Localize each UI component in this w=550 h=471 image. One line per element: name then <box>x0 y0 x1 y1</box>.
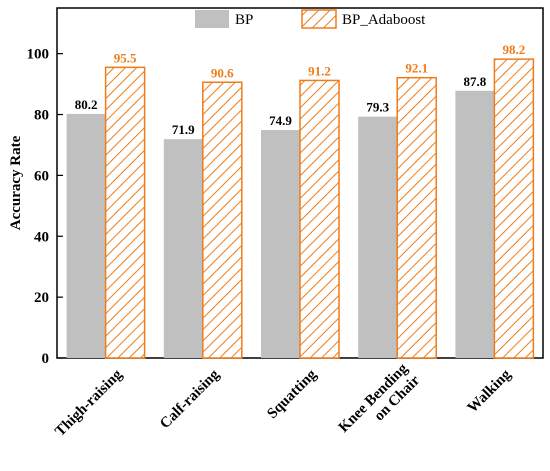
y-tick-label: 20 <box>34 290 49 306</box>
y-tick-label: 60 <box>34 168 49 184</box>
data-label: 71.9 <box>172 122 195 137</box>
data-label: 80.2 <box>75 97 98 112</box>
data-label: 95.5 <box>114 50 137 65</box>
category-label: Thigh-raising <box>52 366 126 440</box>
y-tick-label: 40 <box>34 229 49 245</box>
bar-bp-adaboost <box>493 58 535 359</box>
y-tick-label: 100 <box>27 47 50 63</box>
data-label: 79.3 <box>366 100 389 115</box>
data-label: 98.2 <box>503 42 526 57</box>
y-axis-label: Accuracy Rate <box>8 135 24 230</box>
bar-bp-adaboost <box>104 66 146 359</box>
data-label: 74.9 <box>269 113 292 128</box>
bar-bp-adaboost <box>202 81 243 359</box>
legend-swatch-bp <box>195 10 229 28</box>
category-label-line: Walking <box>465 366 515 416</box>
data-label: 90.6 <box>211 65 234 80</box>
legend-swatch-bp-adaboost <box>301 9 337 29</box>
category-label: Walking <box>465 366 515 416</box>
bar-bp <box>455 90 495 359</box>
bar-bp-adaboost <box>396 76 437 359</box>
bar-bp <box>66 113 106 358</box>
category-label-line: Thigh-raising <box>52 366 126 440</box>
bar-bp <box>163 139 203 358</box>
data-label: 92.1 <box>405 61 428 76</box>
data-label: 87.8 <box>464 74 487 89</box>
legend-label: BP_Adaboost <box>342 12 426 28</box>
data-label: 91.2 <box>308 63 331 78</box>
category-label-line: Calf-raising <box>157 366 223 432</box>
bar-bp <box>358 116 398 358</box>
category-label: Knee Bendingon Chair <box>336 360 424 448</box>
y-tick-label: 0 <box>42 351 50 367</box>
legend-label: BP <box>235 12 253 28</box>
category-label-line: Squatting <box>264 366 320 422</box>
category-label: Calf-raising <box>157 366 223 432</box>
category-label: Squatting <box>264 366 320 422</box>
bar-bp-adaboost <box>299 79 340 359</box>
y-tick-label: 80 <box>34 108 49 124</box>
bar-bp <box>261 130 300 358</box>
